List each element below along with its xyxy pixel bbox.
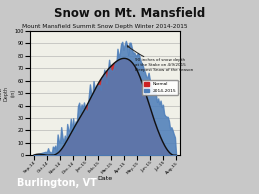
- Text: Snow
Depth
(in): Snow Depth (in): [0, 86, 15, 101]
- X-axis label: Date: Date: [97, 176, 112, 181]
- Legend: Normal, 2014-2015: Normal, 2014-2015: [142, 81, 178, 95]
- Text: 90 inches of snow depth
at the Stake on 4/9/2015
Deepest Snow of the season: 90 inches of snow depth at the Stake on …: [127, 46, 193, 72]
- Text: Burlington, VT: Burlington, VT: [17, 178, 97, 188]
- Text: Snow on Mt. Mansfield: Snow on Mt. Mansfield: [54, 7, 205, 20]
- Title: Mount Mansfield Summit Snow Depth Winter 2014-2015: Mount Mansfield Summit Snow Depth Winter…: [22, 23, 188, 29]
